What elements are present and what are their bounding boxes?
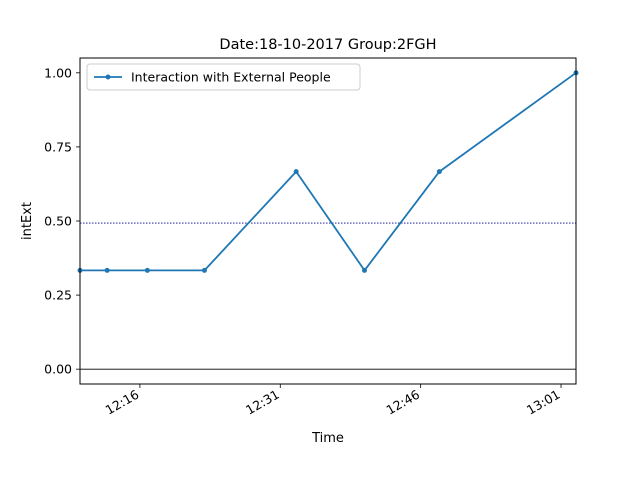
legend: Interaction with External People (86, 63, 361, 91)
data-point-1-2 (104, 267, 110, 273)
data-point-1-4 (201, 267, 207, 273)
y-tick-label: 0.75 (44, 139, 72, 154)
plot-frame (79, 57, 577, 385)
legend-box (86, 63, 361, 91)
legend-marker-swatch (105, 74, 111, 80)
data-point-1-7 (436, 169, 442, 175)
data-point-1-3 (144, 267, 150, 273)
y-axis-label: intExt (20, 202, 35, 240)
data-point-1-6 (361, 267, 367, 273)
y-tick-label: 0.50 (44, 214, 72, 229)
y-axis: 0.00 0.25 0.50 0.75 1.00 (44, 65, 80, 377)
data-point-1-5 (293, 169, 299, 175)
series-line-1 (80, 72, 577, 272)
chart-title: Date:18-10-2017 Group:2FGH (219, 37, 436, 53)
legend-label: Interaction with External People (131, 70, 331, 85)
plot-area (80, 58, 576, 384)
y-tick-label: 0.00 (44, 362, 72, 377)
y-tick-label: 1.00 (44, 65, 72, 80)
x-axis-label: Time (311, 431, 344, 446)
y-tick-label: 0.25 (44, 288, 72, 303)
reference-lines (80, 222, 576, 370)
